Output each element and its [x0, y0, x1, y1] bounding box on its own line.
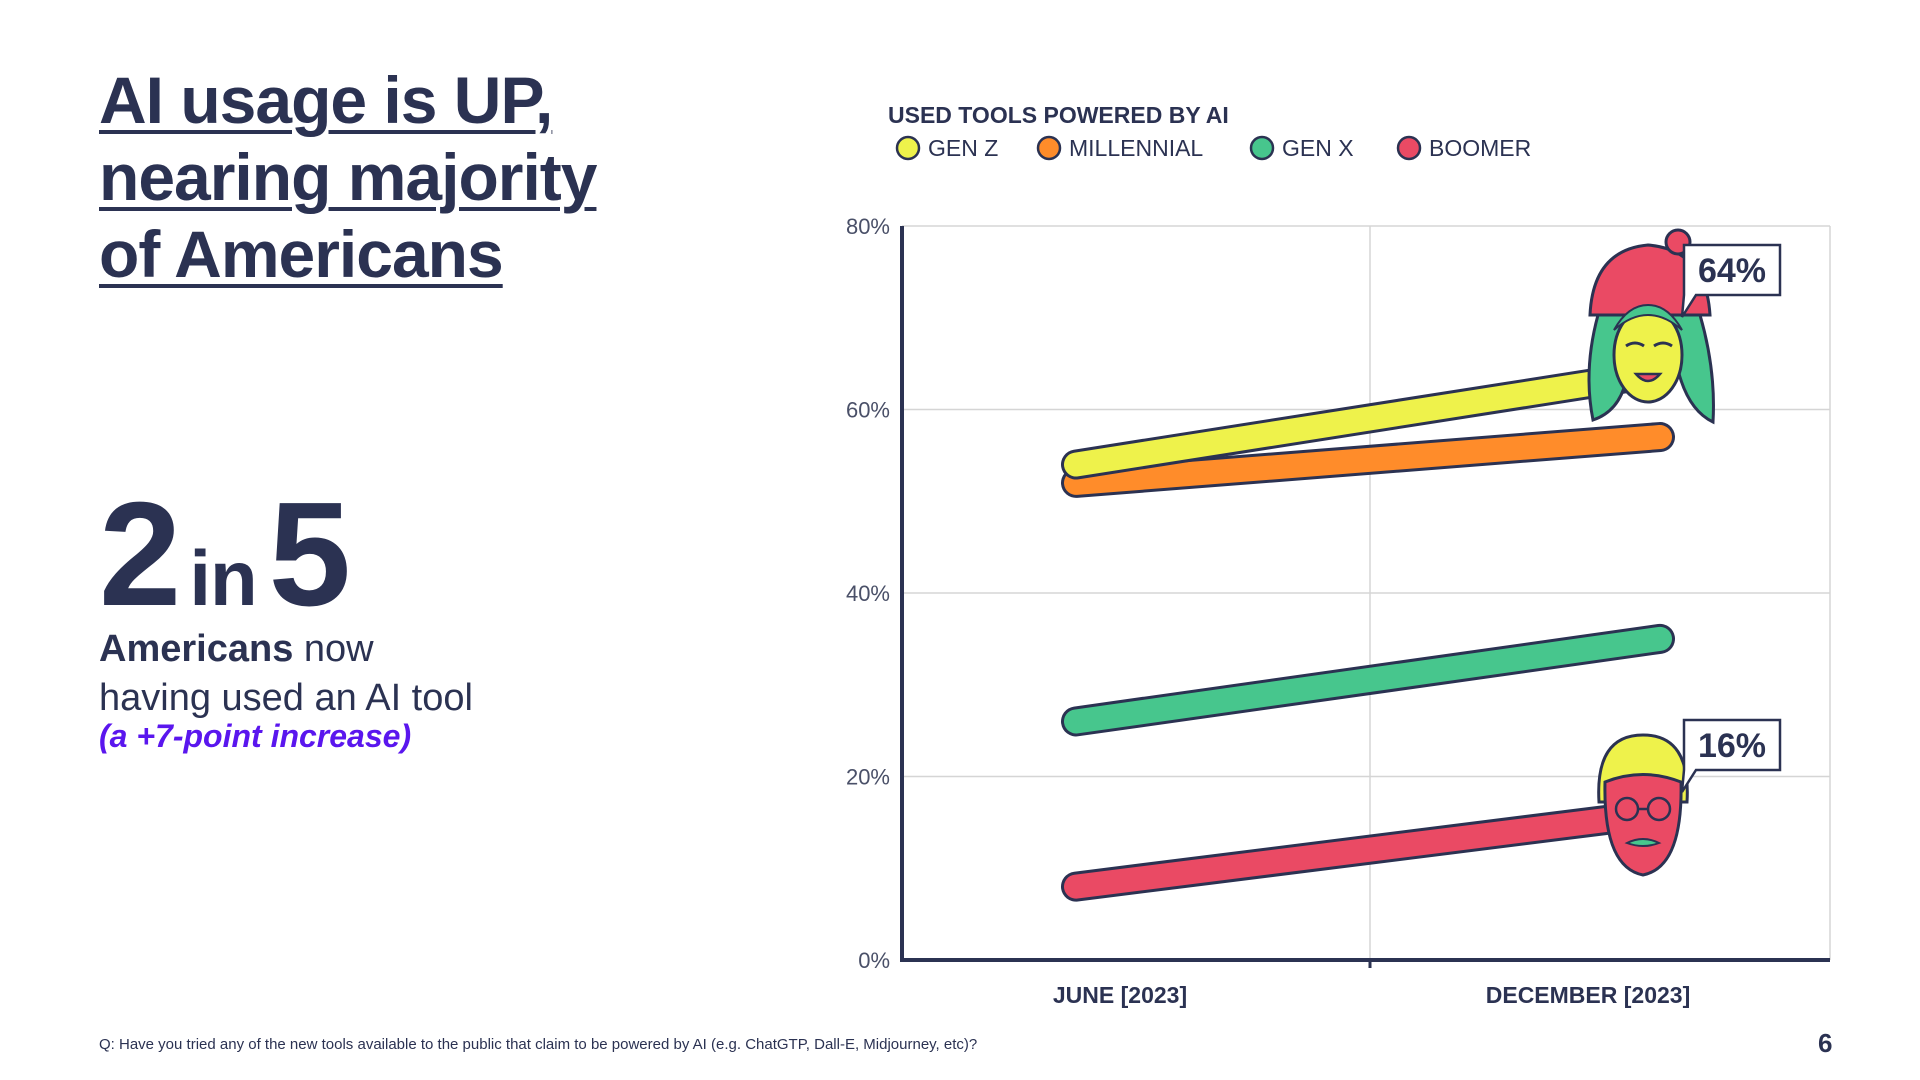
x-tick-label-0: JUNE [2023] [1053, 982, 1187, 1008]
stat-desc-rest: now [293, 628, 374, 670]
mouth-shape [1633, 372, 1663, 383]
y-tick-label-1: 20% [846, 765, 890, 790]
legend-marker-2 [1249, 135, 1275, 161]
data-point-2-0 [1074, 719, 1078, 723]
legend-marker-1 [1036, 135, 1062, 161]
legend-label-1: MILLENNIAL [1069, 135, 1203, 161]
x-tick-label-1: DECEMBER [2023] [1486, 982, 1691, 1008]
y-tick-label-2: 40% [846, 581, 890, 606]
series-gen-x [1061, 623, 1675, 737]
chart-axes: 0% 20% 40% 60% 80% JUNE [2023] DECEMBER [2023] [846, 214, 1830, 1008]
eyes-shape [1625, 341, 1673, 348]
stat-note: (a +7-point increase) [99, 718, 412, 754]
callout-box-0 [1680, 243, 1782, 318]
legend-marker-3 [1396, 135, 1422, 161]
page-number: 6 [1818, 1028, 1833, 1058]
mustache-shape [1624, 838, 1662, 847]
stat-desc-bold: Americans [99, 628, 294, 670]
stat-desc-line2: having used an AI tool [99, 677, 473, 719]
end-label-boomer: 16% [1680, 718, 1782, 793]
y-tick-label-0: 0% [858, 948, 890, 973]
data-point-1-1 [1658, 435, 1662, 439]
stat-number-2: 5 [268, 472, 351, 637]
callout-text-3: 16% [1698, 727, 1766, 765]
face-shape [1603, 773, 1683, 877]
y-tick-label-3: 60% [846, 398, 890, 423]
callout-box-3 [1680, 718, 1782, 793]
series-gen-z [1061, 357, 1675, 480]
series-line-2 [1064, 626, 1672, 734]
stat-description: Americans now having used an AI tool [99, 625, 473, 723]
y-tick-label-4: 80% [846, 214, 890, 239]
callout-text-0: 64% [1698, 252, 1766, 290]
chart-end-labels: 64% 16% [1680, 243, 1782, 793]
series-line-0 [1064, 360, 1672, 477]
legend-label-0: GEN Z [928, 135, 998, 161]
series-line-3 [1064, 801, 1672, 899]
chart-avatars [1587, 228, 1715, 877]
stat-connector: in [189, 534, 257, 622]
data-point-0-0 [1074, 463, 1078, 467]
legend-label-2: GEN X [1282, 135, 1354, 161]
end-label-gen-z: 64% [1680, 243, 1782, 318]
legend-label-3: BOOMER [1429, 135, 1531, 161]
legend-marker-0 [895, 135, 921, 161]
data-point-2-1 [1658, 637, 1662, 641]
boomer-face-icon [1597, 733, 1689, 877]
series-millennial [1061, 422, 1675, 498]
chart-title: USED TOOLS POWERED BY AI [888, 102, 1229, 128]
gen-z-face-icon [1587, 228, 1715, 425]
stat-block: 2 in5 [99, 480, 351, 630]
chart-series [1061, 357, 1675, 902]
data-point-1-0 [1074, 481, 1078, 485]
series-line-1 [1064, 425, 1672, 495]
stat-number-1: 2 [99, 472, 181, 637]
slide-title: AI usage is UP, nearing majority of Amer… [99, 63, 597, 291]
data-point-3-0 [1074, 885, 1078, 889]
footnote: Q: Have you tried any of the new tools a… [99, 1036, 978, 1053]
series-boomer [1061, 798, 1675, 902]
chart-legend: GEN Z MILLENNIAL GEN X BOOMER [895, 135, 1531, 161]
bangs-shape [1613, 303, 1683, 331]
